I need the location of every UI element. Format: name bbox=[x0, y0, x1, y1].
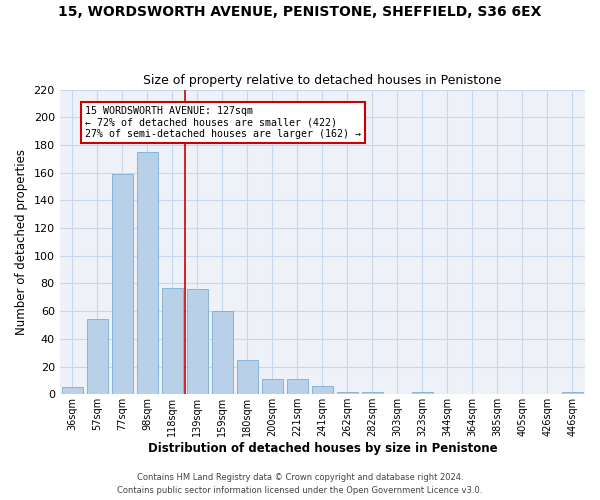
Y-axis label: Number of detached properties: Number of detached properties bbox=[15, 149, 28, 335]
Text: 15 WORDSWORTH AVENUE: 127sqm
← 72% of detached houses are smaller (422)
27% of s: 15 WORDSWORTH AVENUE: 127sqm ← 72% of de… bbox=[85, 106, 361, 140]
Bar bbox=[137, 152, 158, 394]
Bar bbox=[161, 288, 183, 395]
Bar bbox=[287, 379, 308, 394]
Bar bbox=[412, 392, 433, 394]
Bar bbox=[112, 174, 133, 394]
Bar bbox=[86, 320, 108, 394]
Bar bbox=[236, 360, 258, 394]
Bar bbox=[187, 289, 208, 395]
Title: Size of property relative to detached houses in Penistone: Size of property relative to detached ho… bbox=[143, 74, 502, 87]
Bar bbox=[212, 311, 233, 394]
Bar bbox=[62, 388, 83, 394]
Bar bbox=[312, 386, 333, 394]
Bar bbox=[562, 392, 583, 394]
Bar bbox=[337, 392, 358, 394]
Bar bbox=[262, 379, 283, 394]
X-axis label: Distribution of detached houses by size in Penistone: Distribution of detached houses by size … bbox=[148, 442, 497, 455]
Text: Contains HM Land Registry data © Crown copyright and database right 2024.
Contai: Contains HM Land Registry data © Crown c… bbox=[118, 474, 482, 495]
Bar bbox=[362, 392, 383, 394]
Text: 15, WORDSWORTH AVENUE, PENISTONE, SHEFFIELD, S36 6EX: 15, WORDSWORTH AVENUE, PENISTONE, SHEFFI… bbox=[58, 5, 542, 19]
